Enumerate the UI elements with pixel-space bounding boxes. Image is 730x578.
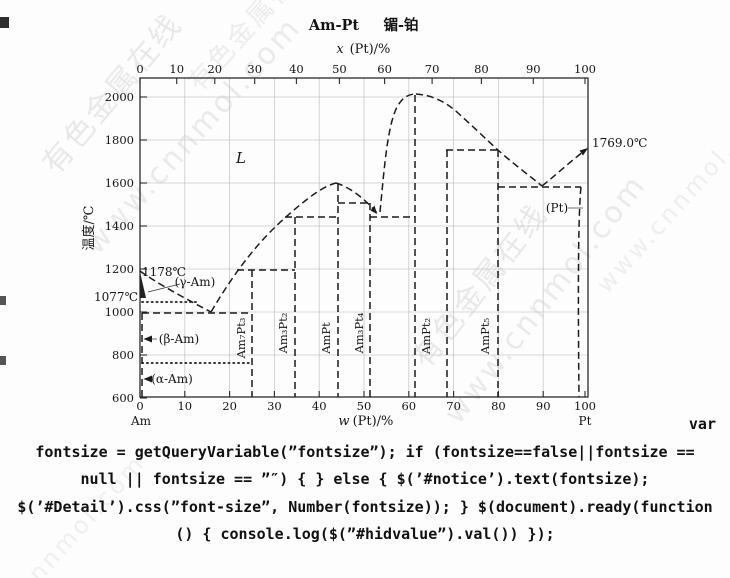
tick-label-top: 90 (526, 62, 541, 76)
chart-label: w (338, 414, 349, 429)
compound-lines: Am₇Pt₃ Am₃Pt₂ AmPt Am₃Pt₄ AmPt₂ AmPt₅ (234, 95, 499, 397)
tick-label-left: 600 (112, 391, 134, 405)
tick-label-bottom: 70 (446, 399, 461, 413)
phase-boundary-curve (335, 182, 378, 214)
phase-boundary-curve (210, 182, 337, 313)
chart-label: (Pt) (546, 201, 568, 215)
tick-label-bottom: 100 (574, 399, 596, 413)
phase-boundary-curve (147, 283, 181, 293)
tick-label-top: 50 (332, 62, 347, 76)
tick-label-top: 60 (377, 62, 392, 76)
tick-label-top: 70 (425, 62, 440, 76)
scan-artifact (0, 356, 6, 365)
tick-label-bottom: 0 (136, 399, 143, 413)
chart-label: 温度/℃ (81, 206, 97, 251)
phase-boundary-curve (415, 93, 543, 187)
code-line: $(’#Detail’).css(”font-size”, Number(fon… (17, 497, 713, 516)
tick-label-bottom: 60 (401, 399, 416, 413)
chart-label: Am (130, 414, 152, 428)
tick-label-top: 80 (474, 62, 489, 76)
tick-label-left: 1400 (105, 219, 134, 233)
code-line: () { console.log($(”#hidvalue”).val()) }… (175, 525, 555, 543)
phase-boundary-curve (379, 93, 417, 213)
chart-labels: Am-Pt 镅-铂 x (Pt)/% 温度/℃ L 1178℃(γ-Am) 1077℃ (β-A… (81, 16, 647, 429)
tick-label-left: 1200 (105, 262, 134, 276)
marker (140, 272, 146, 298)
tick-label-top: 40 (289, 62, 304, 76)
phase-boundary-curve (541, 148, 588, 187)
tick-label-left: 1000 (105, 305, 134, 319)
tick-label-bottom: 30 (267, 399, 282, 413)
tick-label-top: 100 (574, 62, 596, 76)
tick-label-bottom: 50 (357, 399, 372, 413)
marker (143, 335, 152, 343)
chart-label: (β-Am) (159, 332, 199, 346)
chart-label: L (235, 149, 246, 167)
axis-ticks: 0 10 20 30 40 50 60 70 80 90 1000 10 20 30 40 50 60 70 80 9… (105, 62, 596, 413)
phase-boundary-curve (139, 270, 212, 313)
phase-boundaries (139, 93, 588, 398)
chart-label: 1178℃ (142, 265, 186, 279)
tick-label-top: 30 (247, 62, 262, 76)
tick-label-bottom: 40 (312, 399, 327, 413)
compound-label: AmPt₂ (419, 318, 433, 355)
compound-label: Am₃Pt₄ (352, 312, 366, 354)
code-line: null || fontsize == ”″) { } else { $(’#n… (80, 470, 650, 488)
tick-label-left: 800 (112, 348, 134, 362)
scan-artifact (0, 296, 6, 305)
tick-label-top: 10 (169, 62, 184, 76)
tick-label-left: 1800 (105, 133, 134, 147)
compound-label: Am₃Pt₂ (276, 313, 290, 355)
tick-label-top: 0 (136, 62, 143, 76)
phase-boundary-curve (577, 186, 582, 398)
code-block: var fontsize = getQueryVariable(”fontsiz… (0, 411, 730, 549)
compound-label: AmPt₅ (478, 318, 492, 356)
tick-label-bottom: 90 (536, 399, 551, 413)
chart-label: (Pt)/% (350, 42, 391, 57)
tick-label-left: 2000 (105, 90, 134, 104)
chart-label: 镅-铂 (383, 16, 418, 34)
compound-label: Am₇Pt₃ (234, 317, 248, 359)
code-line: fontsize = getQueryVariable(”fontsize”);… (35, 442, 695, 461)
chart-label: 1769.0℃ (592, 136, 647, 150)
marker (370, 205, 377, 214)
chart-label: x (336, 42, 344, 57)
chart-label: (α-Am) (151, 372, 193, 386)
chart-label: (γ-Am) (175, 275, 216, 289)
chart-label: (Pt)/% (353, 414, 394, 429)
tick-label-bottom: 10 (177, 399, 192, 413)
compound-label: AmPt (319, 322, 333, 355)
code-line: var (688, 415, 716, 433)
chart-label: Am-Pt (308, 17, 360, 34)
tick-label-left: 1600 (105, 176, 134, 190)
scan-artifact (0, 17, 9, 28)
tick-label-top: 20 (207, 62, 222, 76)
tick-label-bottom: 20 (222, 399, 237, 413)
marker (143, 375, 152, 383)
chart-label: Pt (579, 414, 592, 428)
chart-label: 1077℃ (94, 290, 138, 304)
marker (579, 148, 588, 156)
tick-label-bottom: 80 (491, 399, 506, 413)
